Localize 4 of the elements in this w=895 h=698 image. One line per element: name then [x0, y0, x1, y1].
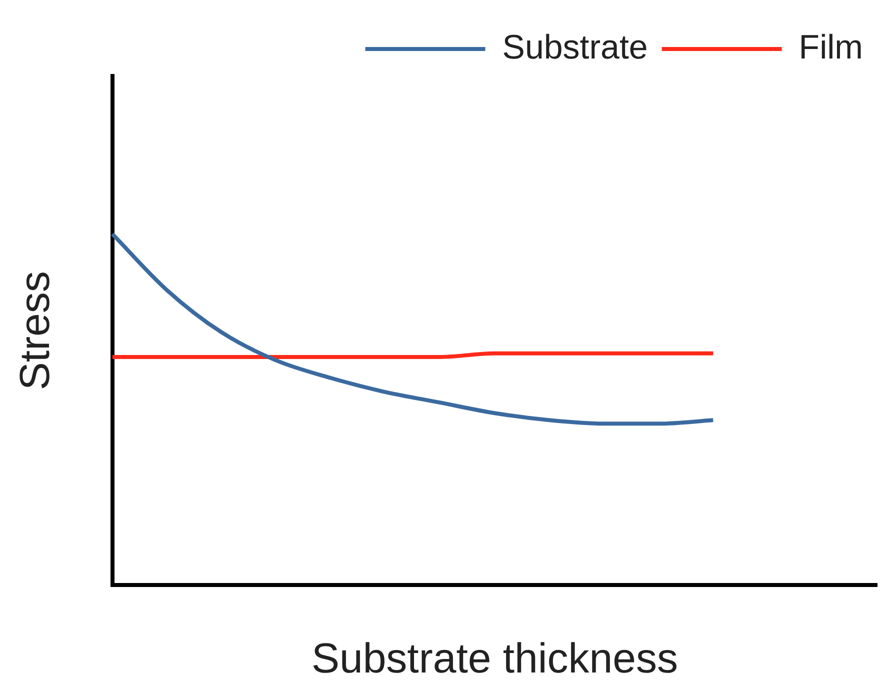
x-axis-title: Substrate thickness	[311, 634, 678, 682]
legend-label: Substrate	[502, 28, 648, 66]
legend-label: Film	[798, 28, 864, 66]
y-axis-title: Stress	[10, 271, 58, 390]
